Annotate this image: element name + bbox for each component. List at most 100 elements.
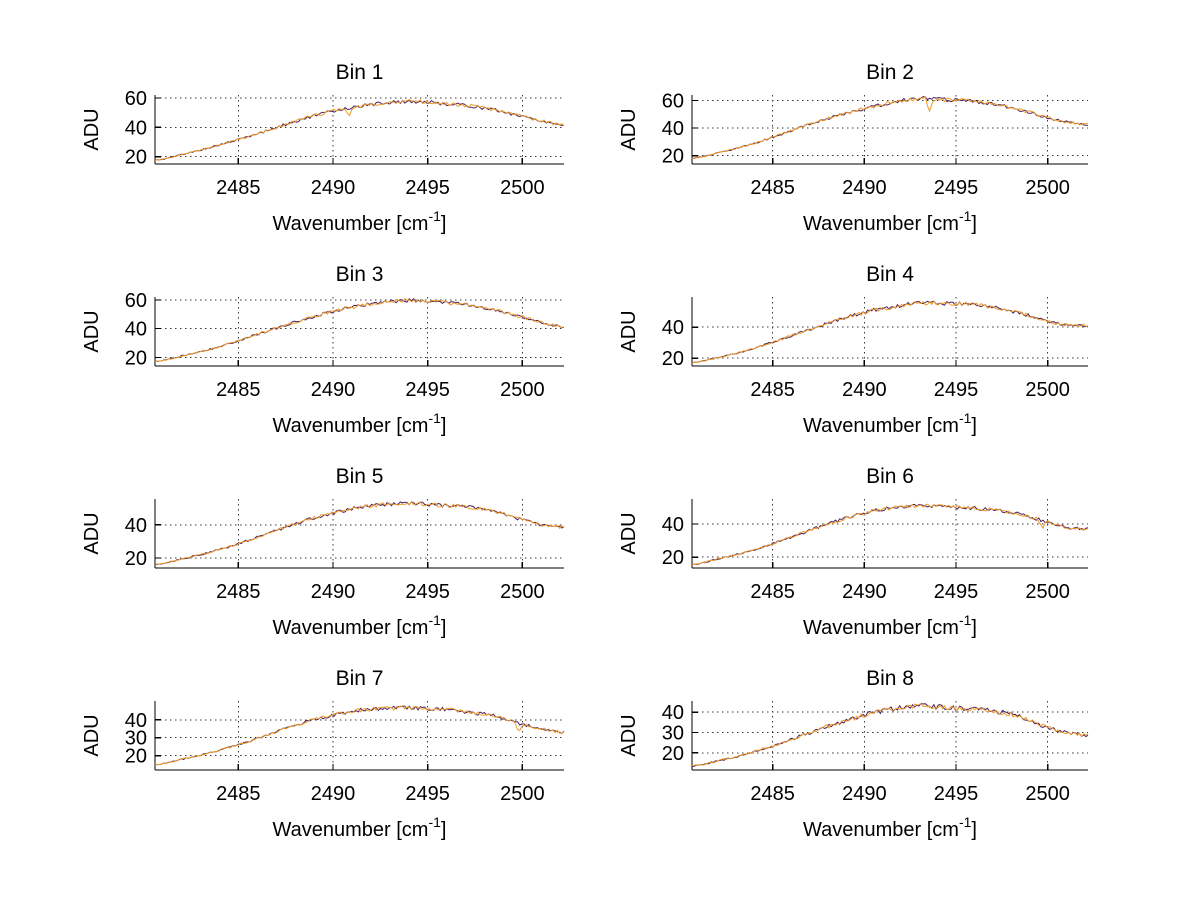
trace-dark-line [691, 300, 1089, 364]
x-axis-label-superscript: -1 [959, 612, 972, 628]
trace-orange-line [691, 95, 1089, 160]
plot-bin-1: Bin 1 20 40 60 2485 2490 2495 2500 ADU Wavenumber… [81, 61, 565, 235]
plot-title: Bin 1 [336, 61, 384, 84]
trace-orange-line [154, 501, 565, 566]
y-tick-label: 40 [125, 319, 147, 341]
grid [692, 499, 1088, 568]
subplot-bin-3: Bin 3 20 40 60 2485 2490 2495 2500 ADU Wavenumber… [35, 257, 580, 441]
trace-orange-line [154, 705, 565, 766]
x-tick-label: 2495 [934, 177, 979, 199]
axes [691, 95, 1088, 165]
trace-orange-line [691, 503, 1089, 566]
x-axis-label-close: ] [441, 617, 447, 639]
x-axis-label-text: Wavenumber [cm [273, 213, 429, 235]
x-tick-label: 2500 [1025, 177, 1070, 199]
y-tick-label: 20 [125, 548, 147, 570]
x-tick-label: 2495 [405, 783, 450, 805]
trace-dark-line [691, 96, 1089, 159]
x-tick-label: 2490 [842, 581, 887, 603]
plot-bin-2: Bin 2 20 40 60 2485 2490 2495 2500 ADU Wavenumber… [618, 61, 1089, 235]
y-axis-label: ADU [618, 512, 640, 554]
plot-title: Bin 6 [866, 465, 914, 488]
x-axis-label: Wavenumber [cm-1] [803, 410, 977, 437]
x-tick-label: 2490 [311, 581, 356, 603]
x-tick-label: 2495 [934, 581, 979, 603]
y-tick-label: 60 [662, 91, 684, 113]
y-tick-label: 40 [662, 317, 684, 339]
y-axis-label: ADU [81, 512, 103, 554]
x-axis-label-superscript: -1 [959, 410, 972, 426]
trace-dark-line [154, 99, 565, 161]
x-axis-label-superscript: -1 [959, 208, 972, 224]
x-axis-label-superscript: -1 [428, 612, 441, 628]
x-tick-label: 2490 [311, 783, 356, 805]
x-tick-label: 2490 [842, 783, 887, 805]
x-tick-label: 2485 [750, 177, 795, 199]
grid [155, 499, 564, 568]
y-tick-label: 40 [125, 515, 147, 537]
axes [154, 701, 564, 771]
x-tick-label: 2485 [216, 379, 261, 401]
x-tick-label: 2485 [216, 177, 261, 199]
grid [692, 297, 1088, 366]
x-axis-label-text: Wavenumber [cm [803, 819, 959, 841]
y-tick-label: 40 [662, 514, 684, 536]
grid [155, 95, 564, 164]
y-tick-label: 40 [662, 118, 684, 140]
x-tick-label: 2495 [934, 783, 979, 805]
trace-dark-line [691, 503, 1089, 566]
y-tick-label: 20 [125, 147, 147, 169]
trace-orange-line [692, 702, 1089, 766]
subplot-bin-4: Bin 4 20 40 2485 2490 2495 2500 ADU Wavenumber [… [572, 257, 1104, 441]
x-tick-label: 2500 [1025, 581, 1070, 603]
x-tick-label: 2490 [842, 379, 887, 401]
trace-dark-line [154, 298, 564, 362]
plot-title: Bin 4 [866, 263, 914, 286]
y-tick-label: 60 [125, 290, 147, 312]
y-axis-label: ADU [81, 714, 103, 756]
plot-title: Bin 2 [866, 61, 914, 84]
grid [155, 701, 564, 770]
x-tick-label: 2500 [1025, 783, 1070, 805]
x-tick-label: 2500 [1025, 379, 1070, 401]
axes [691, 297, 1088, 367]
axes [691, 499, 1088, 569]
x-tick-label: 2485 [216, 581, 261, 603]
trace-dark-line [154, 501, 565, 566]
x-tick-label: 2490 [842, 177, 887, 199]
x-axis-label: Wavenumber [cm-1] [803, 208, 977, 235]
axes [154, 499, 564, 569]
axes [691, 701, 1088, 771]
x-axis-label-close: ] [971, 213, 977, 235]
x-tick-label: 2485 [750, 783, 795, 805]
plot-title: Bin 3 [336, 263, 384, 286]
x-tick-label: 2500 [500, 177, 545, 199]
subplot-bin-7: Bin 7 20 30 40 2485 2490 2495 2500 ADU Wavenumber… [35, 661, 580, 845]
x-axis-label: Wavenumber [cm-1] [273, 410, 447, 437]
x-axis-label-superscript: -1 [428, 814, 441, 830]
axes [154, 297, 564, 367]
x-axis-label: Wavenumber [cm-1] [803, 612, 977, 639]
grid [692, 95, 1088, 164]
plot-bin-6: Bin 6 20 40 2485 2490 2495 2500 ADU Wavenumber [… [618, 465, 1089, 639]
subplot-bin-2: Bin 2 20 40 60 2485 2490 2495 2500 ADU Wavenumber… [572, 55, 1104, 239]
x-tick-label: 2500 [500, 581, 545, 603]
trace-dark-line [691, 702, 1089, 767]
y-tick-label: 40 [125, 117, 147, 139]
y-tick-label: 40 [125, 710, 147, 732]
x-axis-label-close: ] [971, 415, 977, 437]
x-axis-label-close: ] [441, 819, 447, 841]
trace-orange-line [691, 300, 1089, 364]
x-tick-label: 2500 [500, 379, 545, 401]
y-axis-label: ADU [618, 108, 640, 150]
y-tick-label: 20 [662, 348, 684, 370]
x-axis-label-close: ] [441, 415, 447, 437]
y-tick-label: 20 [662, 547, 684, 569]
y-tick-label: 20 [662, 743, 684, 765]
x-tick-label: 2490 [311, 177, 356, 199]
x-axis-label-text: Wavenumber [cm [273, 617, 429, 639]
subplot-bin-5: Bin 5 20 40 2485 2490 2495 2500 ADU Wavenumber [… [35, 459, 580, 643]
trace-orange-line [154, 297, 565, 363]
